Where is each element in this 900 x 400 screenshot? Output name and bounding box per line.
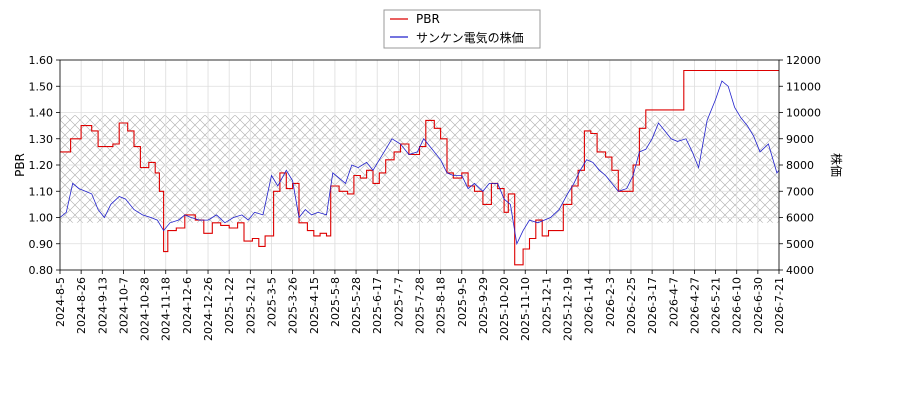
y-left-axis-title: PBR <box>13 153 27 177</box>
x-tick-label: 2026-6-10 <box>731 277 744 334</box>
x-tick-label: 2026-4-27 <box>688 277 701 334</box>
x-tick-label: 2025-2-12 <box>244 277 257 334</box>
x-tick-label: 2024-9-13 <box>96 277 109 334</box>
x-tick-label: 2026-2-25 <box>625 277 638 334</box>
x-tick-label: 2025-4-15 <box>308 277 321 334</box>
right-tick-label: 12000 <box>786 54 821 67</box>
right-tick-label: 6000 <box>786 212 814 225</box>
left-tick-label: 1.40 <box>29 107 54 120</box>
x-tick-label: 2024-8-26 <box>75 277 88 334</box>
x-tick-label: 2025-5-28 <box>350 277 363 334</box>
x-tick-label: 2025-5-8 <box>329 277 342 327</box>
x-tick-label: 2026-6-30 <box>752 277 765 334</box>
x-tick-label: 2024-11-18 <box>160 277 173 341</box>
x-tick-label: 2025-7-7 <box>392 277 405 327</box>
x-tick-label: 2025-10-20 <box>498 277 511 341</box>
x-tick-label: 2024-10-28 <box>139 277 152 341</box>
pbr-line <box>60 69 779 266</box>
x-tick-label: 2026-1-14 <box>583 277 596 334</box>
x-tick-label: 2025-11-10 <box>519 277 532 341</box>
x-tick-label: 2025-3-5 <box>265 277 278 327</box>
x-tick-label: 2024-8-5 <box>54 277 67 327</box>
x-tick-label: 2025-12-19 <box>562 277 575 341</box>
x-tick-label: 2026-5-21 <box>710 277 723 334</box>
x-tick-label: 2025-6-17 <box>371 277 384 334</box>
left-axis-ticks: 0.80 0.90 1.00 1.10 1.20 1.30 1.40 1.50 1.60 <box>29 54 60 277</box>
right-tick-label: 7000 <box>786 185 814 198</box>
x-tick-label: 2025-8-18 <box>435 277 448 334</box>
left-tick-label: 1.50 <box>29 80 54 93</box>
x-tick-label: 2024-12-6 <box>181 277 194 334</box>
right-tick-label: 9000 <box>786 133 814 146</box>
right-axis-ticks: 4000 5000 6000 7000 8000 9000 10000 11000 12000 <box>779 54 821 277</box>
x-tick-label: 2026-2-3 <box>604 277 617 327</box>
x-tick-label: 2026-4-7 <box>667 277 680 327</box>
x-tick-label: 2025-7-28 <box>414 277 427 334</box>
y-right-axis-title: 株価 <box>829 153 844 177</box>
x-tick-label: 2025-9-5 <box>456 277 469 327</box>
left-tick-label: 1.10 <box>29 185 54 198</box>
x-tick-label: 2025-12-1 <box>540 277 553 334</box>
left-tick-label: 1.00 <box>29 212 54 225</box>
x-tick-label: 2025-1-22 <box>223 277 236 334</box>
right-tick-label: 5000 <box>786 238 814 251</box>
series <box>60 69 779 266</box>
left-tick-label: 0.90 <box>29 238 54 251</box>
x-tick-label: 2025-3-26 <box>287 277 300 334</box>
stock-price-line <box>60 80 779 246</box>
right-tick-label: 10000 <box>786 107 821 120</box>
right-tick-label: 4000 <box>786 264 814 277</box>
left-tick-label: 1.30 <box>29 133 54 146</box>
x-tick-label: 2026-3-17 <box>646 277 659 334</box>
left-tick-label: 1.20 <box>29 159 54 172</box>
right-tick-label: 11000 <box>786 80 821 93</box>
legend-pbr-label: PBR <box>416 12 440 26</box>
legend-box: PBR サンケン電気の株価 <box>383 9 541 49</box>
x-tick-label: 2024-12-26 <box>202 277 215 341</box>
right-tick-label: 8000 <box>786 159 814 172</box>
legend-stock-label: サンケン電気の株価 <box>416 30 524 45</box>
left-tick-label: 0.80 <box>29 264 54 277</box>
x-tick-label: 2025-9-29 <box>477 277 490 334</box>
x-axis-ticks: 2024-8-5 2024-8-26 2024-9-13 2024-10-7 2024-… <box>54 270 786 341</box>
x-tick-label: 2026-7-21 <box>773 277 786 334</box>
x-tick-label: 2024-10-7 <box>117 277 130 334</box>
left-tick-label: 1.60 <box>29 54 54 67</box>
